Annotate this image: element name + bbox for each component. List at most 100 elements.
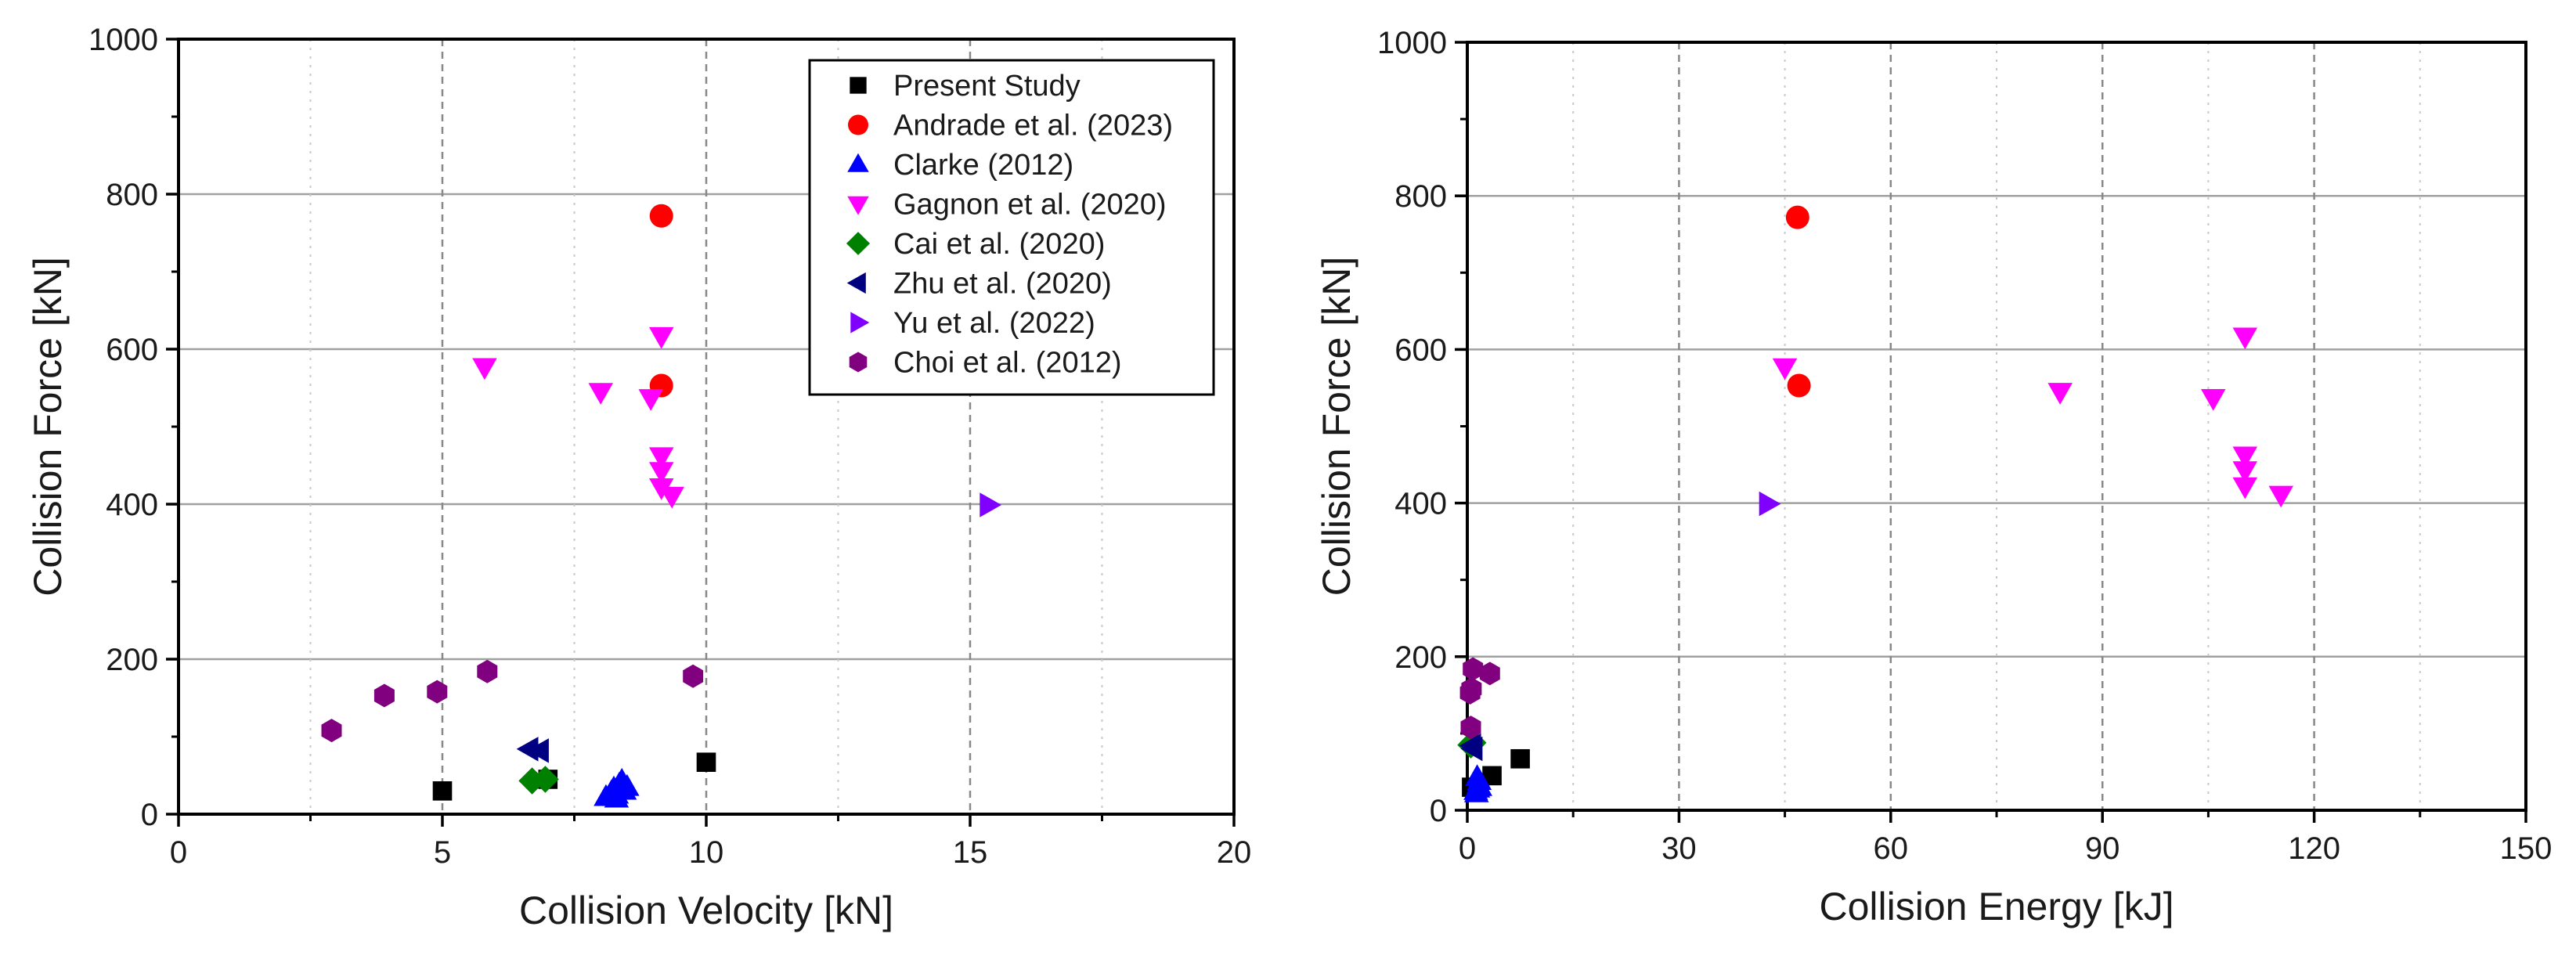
legend-marker (846, 272, 866, 294)
y-tick-label: 1000 (1377, 26, 1447, 60)
data-point (2232, 461, 2257, 483)
data-point (638, 389, 663, 411)
series-choi-et-al-2012 (1459, 657, 1500, 740)
legend-label: Yu et al. (2022) (893, 307, 1095, 340)
legend-label: Clarke (2012) (893, 149, 1073, 182)
data-point (427, 680, 448, 704)
legend-marker (849, 352, 868, 373)
x-axis-title: Collision Velocity [kN] (519, 889, 893, 932)
y-tick-label: 0 (141, 798, 158, 832)
series-andrade-et-al-2023 (1785, 205, 1811, 398)
y-tick-label: 0 (1430, 794, 1447, 828)
x-tick-label: 0 (1459, 831, 1476, 866)
data-point (2232, 477, 2257, 499)
y-tick-label: 200 (106, 643, 158, 677)
data-point (1460, 736, 1483, 762)
x-axis-title: Collision Energy [kJ] (1820, 885, 2174, 928)
data-point (2268, 485, 2293, 508)
data-point (1787, 373, 1811, 398)
data-point (649, 462, 674, 484)
legend-box (808, 59, 1215, 396)
data-point (588, 383, 613, 405)
chart-panel-2: 0 30 60 90 120 150 0 200 400 600 800 1000 Collision … (1315, 26, 2552, 928)
x-tick-label: 60 (1874, 831, 1909, 866)
data-point (1510, 748, 1530, 769)
legend-marker (848, 114, 868, 135)
data-point (2047, 383, 2073, 405)
data-point (532, 766, 559, 793)
x-tick-label: 15 (953, 835, 988, 870)
data-point (1460, 716, 1481, 740)
legend-marker (847, 153, 869, 172)
series-clarke-2012 (593, 767, 640, 808)
x-tick-label: 0 (170, 835, 187, 870)
data-point (432, 781, 453, 801)
series-zhu-et-al-2020 (516, 737, 549, 763)
data-point (1479, 662, 1500, 686)
data-point (2232, 446, 2257, 469)
y-tick-label: 600 (1394, 333, 1447, 367)
data-point (1772, 358, 1798, 380)
legend-label: Cai et al. (2020) (893, 228, 1105, 261)
x-tick-label: 30 (1661, 831, 1697, 866)
y-axis-title: Collision Force [kN] (1315, 257, 1358, 596)
data-point (980, 492, 1002, 517)
data-point (1463, 657, 1484, 681)
data-point (1459, 680, 1481, 705)
data-point (683, 664, 704, 688)
y-axis-title: Collision Force [kN] (26, 257, 70, 596)
x-tick-label: 10 (689, 835, 724, 870)
legend-label: Gagnon et al. (2020) (893, 189, 1167, 222)
y-tick-label: 1000 (88, 23, 158, 57)
data-point (477, 659, 498, 683)
data-point (696, 752, 716, 772)
legend-marker (850, 312, 870, 333)
data-point (373, 683, 395, 708)
y-tick-label: 800 (1394, 179, 1447, 214)
y-tick-label: 200 (1394, 640, 1447, 675)
data-point (649, 326, 674, 349)
legend-marker (850, 77, 867, 94)
series-clarke-2012 (1463, 764, 1492, 802)
data-point (1759, 491, 1781, 517)
series-yu-et-al-2022 (1759, 491, 1781, 517)
y-tick-label: 600 (106, 333, 158, 367)
y-tick-label: 400 (1394, 487, 1447, 521)
series-gagnon-et-al-2020 (472, 326, 684, 509)
series-zhu-et-al-2020 (1459, 733, 1483, 762)
legend: Present Study Andrade et al. (2023) Clarke… (808, 59, 1215, 396)
x-tick-label: 5 (434, 835, 451, 870)
x-tick-label: 120 (2288, 831, 2340, 866)
series-yu-et-al-2022 (980, 492, 1002, 517)
data-point (604, 785, 630, 808)
legend-label: Present Study (893, 70, 1081, 103)
data-point (2201, 389, 2226, 411)
series-gagnon-et-al-2020 (1772, 327, 2293, 508)
data-point (1463, 778, 1488, 800)
legend-marker (846, 232, 870, 255)
y-tick-label: 400 (106, 488, 158, 522)
series-choi-et-al-2012 (321, 659, 704, 743)
data-point (2232, 327, 2257, 350)
x-tick-label: 150 (2500, 831, 2553, 866)
data-point (527, 738, 549, 763)
x-tick-label: 90 (2085, 831, 2120, 866)
y-tick-label: 800 (106, 178, 158, 212)
data-point (659, 486, 684, 509)
data-point (649, 447, 674, 470)
legend-label: Andrade et al. (2023) (893, 110, 1173, 142)
data-point (516, 737, 539, 762)
series-cai-et-al-2020 (518, 766, 559, 795)
legend-label: Choi et al. (2012) (893, 347, 1122, 380)
data-point (1785, 205, 1809, 229)
legend-marker (847, 196, 869, 215)
data-point (615, 773, 640, 796)
x-tick-label: 20 (1217, 835, 1252, 870)
data-point (649, 204, 673, 228)
legend-label: Zhu et al. (2020) (893, 268, 1112, 301)
data-point (472, 358, 497, 380)
data-point (321, 719, 342, 743)
